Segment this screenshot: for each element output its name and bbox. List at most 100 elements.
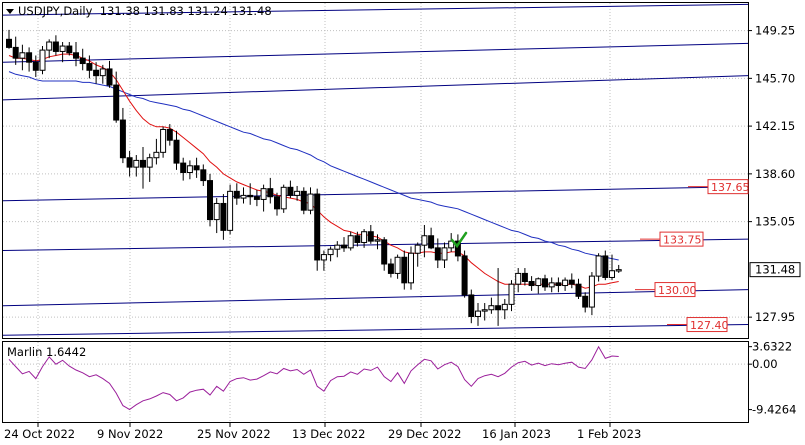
channel-line[interactable] (2, 42, 749, 63)
candle[interactable] (341, 244, 347, 249)
candle[interactable] (609, 270, 615, 278)
candle[interactable] (495, 305, 502, 311)
candle[interactable] (86, 63, 93, 71)
candle[interactable] (166, 128, 173, 141)
candle[interactable] (374, 239, 381, 242)
candle[interactable] (535, 278, 542, 287)
candle[interactable] (441, 247, 448, 261)
candle[interactable] (73, 52, 79, 59)
candle[interactable] (267, 188, 274, 198)
candle[interactable] (454, 240, 461, 257)
candle[interactable] (227, 190, 234, 231)
channel-line[interactable] (2, 75, 749, 101)
candle[interactable] (588, 275, 595, 308)
channel-line[interactable] (2, 3, 749, 16)
candle[interactable] (294, 190, 301, 196)
candle[interactable] (394, 256, 401, 274)
candle[interactable] (354, 235, 361, 243)
candle[interactable] (247, 194, 254, 198)
candle[interactable] (461, 255, 468, 296)
candle[interactable] (562, 279, 569, 287)
candle[interactable] (314, 193, 321, 261)
candle[interactable] (119, 119, 126, 159)
candle[interactable] (153, 151, 160, 159)
dropdown-triangle-icon[interactable] (6, 9, 14, 14)
level-box[interactable] (654, 282, 696, 298)
candle[interactable] (99, 68, 106, 77)
candle[interactable] (414, 244, 421, 254)
candle[interactable] (126, 157, 133, 168)
candle[interactable] (280, 186, 287, 210)
candle[interactable] (93, 69, 100, 77)
candle[interactable] (408, 252, 414, 284)
candle[interactable] (213, 202, 220, 221)
candle[interactable] (113, 84, 120, 121)
candle[interactable] (59, 45, 66, 52)
candle[interactable] (260, 188, 267, 200)
candle[interactable] (133, 159, 140, 168)
candle[interactable] (39, 49, 46, 71)
candle[interactable] (387, 263, 394, 274)
candle[interactable] (582, 295, 589, 308)
candle[interactable] (32, 61, 39, 71)
candle[interactable] (140, 159, 146, 168)
candle[interactable] (595, 255, 602, 277)
candle[interactable] (508, 283, 515, 305)
candle[interactable] (307, 193, 314, 211)
candle[interactable] (300, 190, 307, 211)
candle[interactable] (12, 46, 19, 59)
candle[interactable] (233, 190, 240, 199)
candle[interactable] (327, 248, 334, 256)
candle[interactable] (615, 269, 622, 272)
candle[interactable] (448, 240, 455, 249)
candle[interactable] (428, 235, 435, 249)
candle[interactable] (26, 52, 33, 63)
candle[interactable] (274, 196, 280, 210)
candle[interactable] (19, 52, 26, 59)
candle[interactable] (568, 279, 575, 285)
candle[interactable] (193, 165, 200, 171)
candle[interactable] (253, 196, 260, 200)
candle[interactable] (66, 45, 73, 54)
channel-line[interactable] (2, 289, 749, 307)
candle[interactable] (521, 272, 528, 282)
candle[interactable] (501, 303, 508, 311)
candle[interactable] (334, 244, 341, 250)
candle[interactable] (173, 139, 180, 164)
channel-line[interactable] (2, 186, 749, 202)
candle[interactable] (421, 235, 428, 246)
candle[interactable] (207, 180, 213, 221)
ma-slow-line[interactable] (8, 71, 619, 261)
candle[interactable] (180, 162, 187, 174)
candle[interactable] (475, 310, 481, 317)
candle[interactable] (575, 283, 582, 297)
candle[interactable] (79, 57, 86, 65)
level-box[interactable] (686, 317, 728, 333)
candle[interactable] (481, 309, 488, 312)
candle[interactable] (602, 255, 609, 278)
candle[interactable] (146, 157, 153, 168)
candle[interactable] (52, 41, 59, 52)
candle[interactable] (6, 38, 12, 48)
candle[interactable] (528, 280, 535, 287)
candle[interactable] (555, 282, 562, 287)
candle[interactable] (106, 68, 113, 86)
candle[interactable] (347, 235, 354, 249)
candle[interactable] (160, 128, 167, 153)
candle[interactable] (488, 305, 495, 311)
candle[interactable] (287, 186, 294, 196)
candle[interactable] (200, 169, 207, 182)
candle[interactable] (381, 239, 388, 265)
candle[interactable] (46, 41, 53, 51)
candle[interactable] (401, 256, 408, 284)
channel-line[interactable] (2, 238, 749, 252)
candle[interactable] (220, 202, 227, 231)
level-box[interactable] (707, 179, 749, 195)
candle[interactable] (434, 247, 441, 261)
candle[interactable] (548, 282, 555, 288)
candle[interactable] (468, 294, 475, 317)
candle[interactable] (240, 194, 247, 199)
candle[interactable] (515, 272, 522, 285)
candle[interactable] (367, 231, 374, 242)
